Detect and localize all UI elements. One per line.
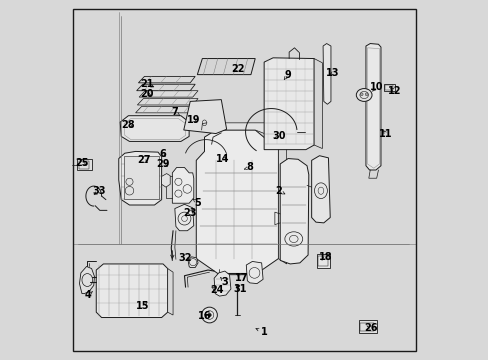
Polygon shape bbox=[365, 44, 380, 170]
Polygon shape bbox=[188, 257, 198, 267]
Text: 16: 16 bbox=[197, 311, 211, 321]
Polygon shape bbox=[120, 116, 189, 141]
Polygon shape bbox=[196, 130, 278, 275]
Polygon shape bbox=[139, 91, 198, 97]
Text: 12: 12 bbox=[387, 86, 401, 96]
Bar bbox=[318, 256, 327, 266]
Text: 32: 32 bbox=[179, 253, 192, 263]
Text: 4: 4 bbox=[84, 290, 91, 300]
Text: 24: 24 bbox=[209, 285, 223, 295]
Ellipse shape bbox=[207, 313, 211, 317]
Polygon shape bbox=[311, 156, 329, 223]
Text: 25: 25 bbox=[75, 158, 88, 168]
Bar bbox=[79, 161, 89, 168]
Polygon shape bbox=[136, 84, 195, 91]
Text: 1: 1 bbox=[260, 327, 267, 337]
Text: 9: 9 bbox=[284, 69, 291, 80]
Text: 29: 29 bbox=[156, 159, 169, 169]
Text: 23: 23 bbox=[183, 208, 197, 218]
Bar bbox=[385, 85, 392, 90]
Text: 26: 26 bbox=[364, 323, 377, 333]
Text: 5: 5 bbox=[194, 198, 201, 208]
Polygon shape bbox=[80, 266, 94, 294]
Text: 21: 21 bbox=[140, 79, 154, 89]
Ellipse shape bbox=[360, 93, 363, 96]
Text: 19: 19 bbox=[186, 115, 200, 125]
Polygon shape bbox=[278, 139, 286, 264]
Polygon shape bbox=[246, 261, 263, 284]
Text: 28: 28 bbox=[122, 120, 135, 130]
Polygon shape bbox=[137, 99, 198, 105]
Ellipse shape bbox=[365, 93, 367, 96]
Polygon shape bbox=[138, 76, 195, 83]
Bar bbox=[383, 84, 394, 91]
Bar bbox=[77, 159, 92, 170]
Polygon shape bbox=[162, 174, 170, 187]
Bar bbox=[358, 320, 377, 333]
Polygon shape bbox=[313, 59, 322, 149]
Polygon shape bbox=[197, 59, 255, 75]
Polygon shape bbox=[119, 152, 162, 205]
Text: 20: 20 bbox=[140, 89, 154, 99]
Ellipse shape bbox=[356, 89, 371, 102]
Text: 6: 6 bbox=[159, 149, 165, 159]
Text: 18: 18 bbox=[319, 252, 332, 262]
Text: 3: 3 bbox=[221, 277, 228, 287]
Polygon shape bbox=[172, 167, 193, 203]
Polygon shape bbox=[216, 123, 278, 139]
Bar bbox=[123, 157, 159, 199]
Text: 30: 30 bbox=[272, 131, 285, 141]
Polygon shape bbox=[183, 100, 226, 134]
Text: 31: 31 bbox=[233, 284, 246, 294]
Text: 2: 2 bbox=[274, 186, 281, 196]
Polygon shape bbox=[214, 271, 230, 296]
Text: 11: 11 bbox=[378, 129, 391, 139]
Ellipse shape bbox=[201, 307, 217, 323]
Text: 15: 15 bbox=[136, 301, 149, 311]
Text: 22: 22 bbox=[231, 64, 244, 73]
Text: 13: 13 bbox=[325, 68, 339, 78]
Text: 17: 17 bbox=[234, 273, 248, 283]
Bar bbox=[316, 254, 329, 267]
Polygon shape bbox=[167, 269, 173, 315]
Polygon shape bbox=[323, 44, 330, 104]
Text: 8: 8 bbox=[246, 162, 253, 172]
Bar bbox=[360, 323, 373, 332]
Text: 14: 14 bbox=[216, 154, 229, 164]
Polygon shape bbox=[280, 158, 308, 264]
Polygon shape bbox=[264, 58, 313, 150]
Text: 27: 27 bbox=[137, 156, 150, 165]
Text: 7: 7 bbox=[171, 107, 178, 117]
Text: 10: 10 bbox=[369, 82, 383, 92]
Polygon shape bbox=[135, 107, 198, 113]
Polygon shape bbox=[175, 204, 193, 231]
Text: 33: 33 bbox=[92, 186, 105, 197]
Polygon shape bbox=[96, 264, 167, 318]
